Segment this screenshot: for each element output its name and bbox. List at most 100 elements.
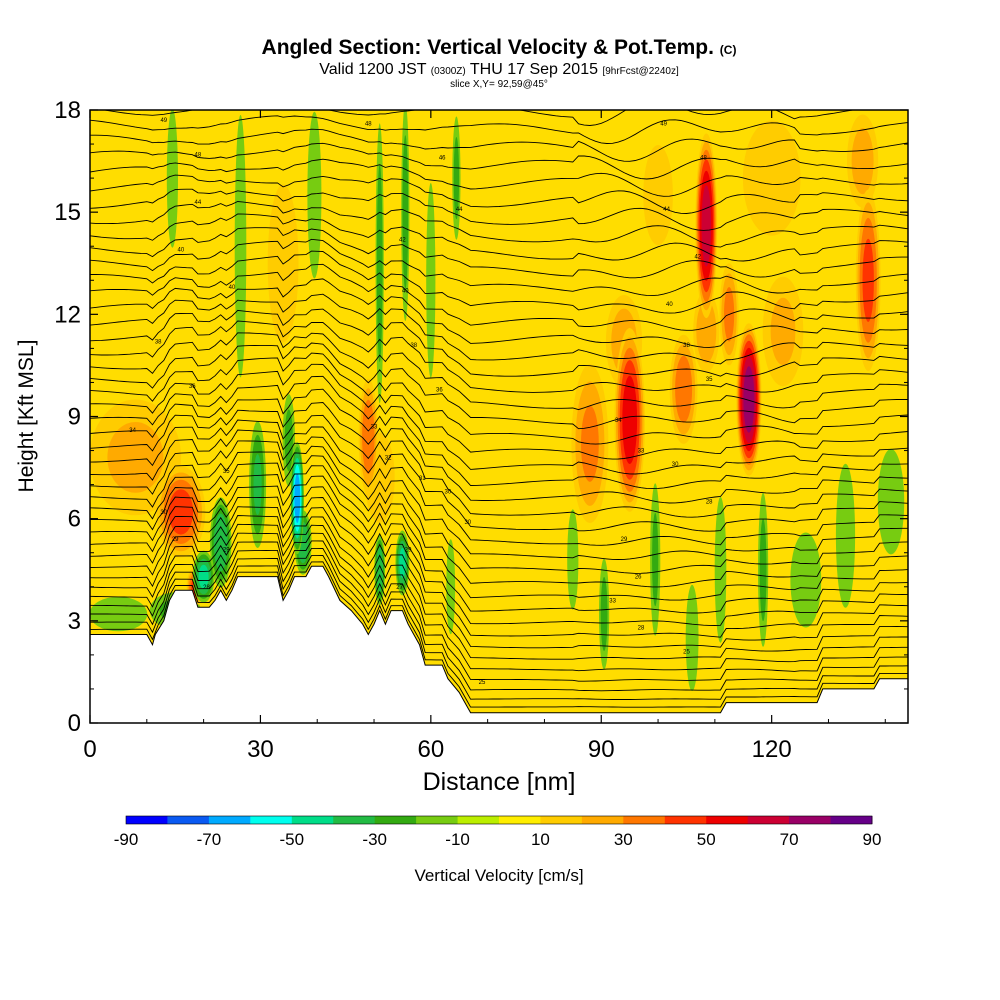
velocity-contour-fill	[168, 489, 194, 535]
colorbar-tick-label: 10	[531, 830, 550, 849]
isentrope-label: 30	[464, 520, 471, 526]
colorbar: -90 -70 -50 -30 -10 10 30 50 70 90	[114, 815, 881, 849]
colorbar-tick-label: 50	[697, 830, 716, 849]
isentrope-label: 33	[609, 598, 616, 604]
colorbar-segment	[167, 816, 210, 824]
isentrope-line	[90, 507, 908, 638]
isentrope-line	[90, 445, 908, 560]
colorbar-segment	[664, 816, 707, 824]
isentrope-label: 36	[189, 384, 196, 390]
isentrope-label: 26	[635, 575, 642, 581]
downdraft-cell	[426, 182, 436, 378]
isentrope-label: 25	[683, 650, 690, 656]
x-tick-label: 60	[417, 736, 444, 763]
isentrope-label: 36	[436, 387, 443, 393]
isentrope-label: 30	[160, 510, 167, 516]
isentrope-label: 48	[700, 156, 707, 162]
velocity-contour-fill	[701, 185, 712, 267]
chart-title-block: Angled Section: Vertical Velocity & Pot.…	[90, 36, 908, 91]
isentrope-label: 40	[666, 302, 673, 308]
velocity-contour-fill	[714, 496, 727, 643]
isentrope-line	[90, 352, 908, 445]
velocity-contour-fill	[399, 548, 406, 578]
isentrope-label: 38	[410, 343, 417, 349]
isentrope-label: 38	[155, 340, 162, 346]
velocity-contour-fill	[446, 539, 456, 635]
velocity-contour-fill	[213, 513, 228, 572]
isentrope-label: 44	[663, 207, 670, 213]
velocity-contour-fill	[166, 110, 178, 248]
utc-time: (0300Z)	[430, 66, 466, 77]
velocity-contour-fill	[790, 532, 822, 628]
isentrope-label: 35	[223, 469, 230, 475]
colorbar-segment	[208, 816, 251, 824]
isentrope-line	[90, 213, 908, 262]
velocity-contour-fill	[567, 509, 579, 610]
downdraft-cell	[567, 509, 579, 610]
y-axis-label: Height [Kft MSL]	[15, 340, 38, 493]
isentrope-labels: 49 48 44 40 40 38 36 34 35 30 29 29 28 48 46 44 42 40 38 36…	[129, 118, 713, 686]
velocity-contour-fill	[622, 375, 638, 464]
isentrope-label: 34	[129, 428, 136, 434]
downdraft-cell	[249, 421, 267, 548]
velocity-contour-fill	[743, 366, 755, 433]
isentrope-line	[90, 486, 908, 614]
x-tick-label: 30	[247, 736, 274, 763]
isentrope-line	[90, 278, 908, 348]
colorbar-segment	[126, 816, 168, 824]
velocity-contour-fill	[862, 238, 874, 322]
updraft-cell	[742, 120, 801, 236]
velocity-contour-fill	[675, 355, 693, 423]
velocity-contour-fill	[742, 120, 801, 236]
isentrope-label: 28	[638, 626, 645, 632]
downdraft-cell	[835, 463, 856, 608]
velocity-contour-fill	[759, 518, 767, 622]
isentrope-line	[90, 426, 908, 532]
downdraft-cell	[685, 584, 699, 692]
isentrope-label: 48	[365, 122, 372, 128]
y-tick-label: 6	[68, 506, 81, 533]
chart-title: Angled Section: Vertical Velocity & Pot.…	[261, 36, 737, 59]
isentrope-line	[90, 332, 908, 411]
isentrope-label: 46	[439, 156, 446, 162]
colorbar-segment	[540, 816, 583, 824]
y-tick-label: 0	[68, 710, 81, 737]
y-tick-label: 3	[68, 608, 81, 635]
y-tick-label: 9	[68, 404, 81, 431]
isentrope-line	[90, 174, 908, 214]
isentrope-line	[90, 342, 908, 430]
velocity-contour-fill	[835, 463, 856, 608]
isentrope-line	[90, 263, 908, 331]
colorbar-tick-label: 70	[780, 830, 799, 849]
colorbar-segment	[250, 816, 293, 824]
isentrope-line	[90, 363, 908, 460]
velocity-contour-fill	[643, 145, 673, 246]
isentrope-line	[90, 188, 908, 231]
colorbar-segment	[457, 816, 500, 824]
isentrope-line	[90, 227, 908, 279]
isentrope-line	[90, 201, 908, 248]
velocity-contour-fill	[770, 297, 796, 365]
isentrope-label: 40	[178, 248, 185, 254]
isentrope-label: 40	[402, 289, 409, 295]
downdraft-cell	[650, 483, 661, 636]
isentrope-label: 49	[660, 122, 667, 128]
y-tick-label: 12	[54, 301, 81, 328]
velocity-contour-fill	[107, 422, 164, 493]
velocity-contour-fill	[426, 182, 436, 378]
downdraft-cell	[599, 558, 610, 670]
isentrope-label: 28	[203, 585, 210, 591]
isentrope-line	[90, 455, 908, 574]
colorbar-segment	[291, 816, 334, 824]
isentrope-label: 35	[706, 377, 713, 383]
isentrope-lines	[90, 110, 908, 708]
isentrope-line	[90, 158, 908, 197]
velocity-contour-fill	[685, 584, 699, 692]
title-units: (C)	[719, 43, 737, 57]
colorbar-tick-label: 30	[614, 830, 633, 849]
isentrope-label: 29	[223, 547, 230, 553]
velocity-contour-fill	[307, 111, 322, 279]
isentrope-line	[90, 293, 908, 365]
isentrope-line	[90, 475, 908, 601]
